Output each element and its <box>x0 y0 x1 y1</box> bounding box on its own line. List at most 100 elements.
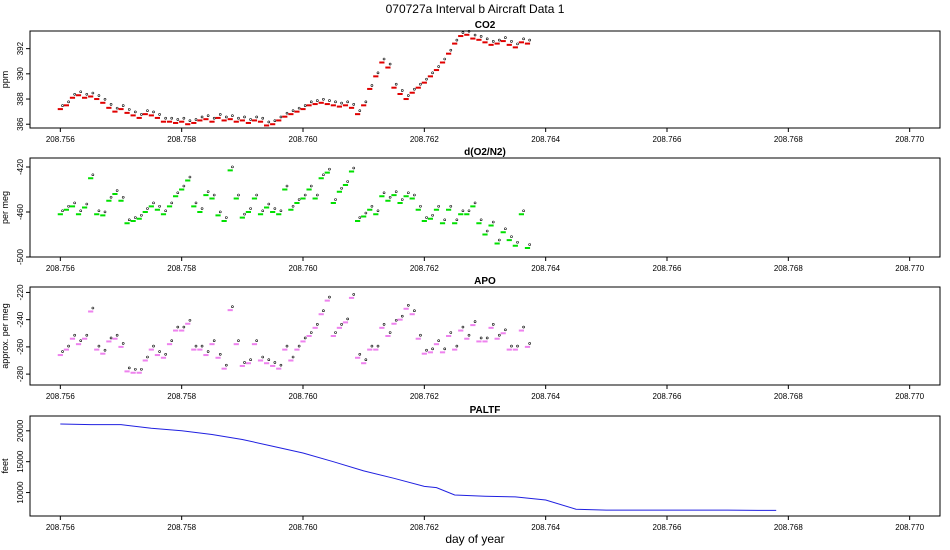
data-point-marker-co2 <box>218 113 222 116</box>
y-tick-label-apo: -240 <box>16 311 25 328</box>
data-point-marker-o2n2 <box>194 201 198 205</box>
data-point-marker-o2n2 <box>212 193 216 197</box>
data-point-marker-apo <box>376 344 380 348</box>
data-point-marker-apo <box>146 355 149 359</box>
y-tick-label-apo: -260 <box>16 338 25 355</box>
y-tick-label-co2: 388 <box>16 92 25 106</box>
data-point-marker-o2n2 <box>443 218 447 222</box>
data-point-marker-apo <box>388 331 392 334</box>
data-point-marker-o2n2 <box>340 186 343 190</box>
data-point-marker-apo <box>261 355 265 359</box>
data-point-marker-apo <box>73 333 76 337</box>
data-point-marker-co2 <box>510 40 513 43</box>
data-point-marker-co2 <box>322 98 325 101</box>
data-point-marker-co2 <box>504 36 507 39</box>
x-tick-label-o2n2: 208.770 <box>895 264 924 273</box>
data-point-marker-apo <box>109 336 113 340</box>
data-point-marker-o2n2 <box>491 220 495 224</box>
x-tick-label-co2: 208.758 <box>167 135 196 144</box>
data-point-marker-apo <box>291 355 295 359</box>
y-tick-label-paltf: 15000 <box>16 450 25 473</box>
x-tick-label-apo: 208.766 <box>653 392 682 401</box>
y-tick-label-o2n2: -420 <box>16 158 25 175</box>
y-tick-label-co2: 390 <box>16 67 25 81</box>
data-point-marker-apo <box>437 339 440 342</box>
data-point-marker-o2n2 <box>91 173 95 177</box>
data-point-marker-apo <box>346 317 349 321</box>
data-point-marker-o2n2 <box>461 209 465 213</box>
data-point-marker-co2 <box>140 113 143 116</box>
x-tick-label-co2: 208.766 <box>653 135 682 144</box>
data-point-marker-apo <box>79 339 83 342</box>
x-tick-label-apo: 208.762 <box>410 392 439 401</box>
data-point-marker-o2n2 <box>188 175 192 179</box>
data-point-marker-co2 <box>273 119 277 123</box>
data-point-marker-co2 <box>243 115 246 119</box>
data-point-marker-o2n2 <box>510 235 513 238</box>
data-point-marker-co2 <box>152 110 155 114</box>
data-point-marker-co2 <box>394 82 398 86</box>
data-point-marker-co2 <box>255 115 258 119</box>
data-point-marker-co2 <box>285 111 289 115</box>
data-point-marker-o2n2 <box>255 193 258 197</box>
x-tick-label-apo: 208.768 <box>774 392 803 401</box>
data-point-marker-apo <box>370 344 374 348</box>
data-point-marker-o2n2 <box>485 229 489 233</box>
figure-title: 070727a Interval b Aircraft Data 1 <box>386 2 565 16</box>
x-tick-label-paltf: 208.760 <box>289 523 318 532</box>
y-tick-label-apo: -220 <box>16 284 25 301</box>
data-point-marker-apo <box>364 358 368 362</box>
data-point-marker-apo <box>152 344 155 348</box>
data-point-marker-o2n2 <box>115 189 119 192</box>
y-tick-label-co2: 386 <box>16 117 25 131</box>
data-point-marker-o2n2 <box>449 204 453 208</box>
data-point-marker-apo <box>231 305 234 308</box>
data-point-marker-apo <box>309 331 313 334</box>
y-tick-label-paltf: 10000 <box>16 481 25 504</box>
data-point-marker-apo <box>206 350 210 353</box>
data-point-marker-o2n2 <box>103 210 107 214</box>
series-line-paltf <box>60 423 777 511</box>
data-point-marker-apo <box>358 352 362 356</box>
x-tick-label-o2n2: 208.756 <box>46 264 75 273</box>
data-point-marker-apo <box>97 344 101 348</box>
data-point-marker-co2 <box>461 31 465 34</box>
data-point-marker-co2 <box>249 118 252 121</box>
data-point-marker-o2n2 <box>249 207 252 210</box>
data-point-marker-o2n2 <box>146 207 149 210</box>
x-tick-label-o2n2: 208.768 <box>774 264 803 273</box>
x-tick-label-co2: 208.760 <box>289 135 318 144</box>
data-point-marker-apo <box>467 333 471 337</box>
data-point-marker-o2n2 <box>504 227 507 231</box>
data-point-marker-co2 <box>364 100 368 104</box>
y-tick-label-o2n2: -500 <box>16 248 25 265</box>
data-point-marker-o2n2 <box>419 204 422 208</box>
data-point-marker-o2n2 <box>388 195 392 199</box>
data-point-marker-apo <box>303 336 307 340</box>
panel-paltf: PALTF feet 208.756 208.758 208.760 208.762 208… <box>0 405 941 532</box>
data-point-marker-o2n2 <box>218 210 222 214</box>
data-point-marker-o2n2 <box>437 204 440 208</box>
data-point-marker-o2n2 <box>528 243 531 246</box>
data-point-marker-o2n2 <box>225 216 228 219</box>
x-tick-label-o2n2: 208.762 <box>410 264 439 273</box>
x-tick-label-o2n2: 208.758 <box>167 264 196 273</box>
data-point-marker-co2 <box>109 103 113 106</box>
data-point-marker-apo <box>382 323 386 326</box>
data-point-marker-co2 <box>73 92 76 96</box>
data-point-marker-apo <box>407 303 410 307</box>
data-point-marker-apo <box>273 361 277 364</box>
panel-title-co2: CO2 <box>475 20 496 31</box>
data-point-marker-apo <box>516 344 519 348</box>
data-point-marker-o2n2 <box>237 193 240 197</box>
data-point-marker-co2 <box>279 115 283 119</box>
data-point-marker-co2 <box>67 100 70 104</box>
panel-title-paltf: PALTF <box>470 405 501 416</box>
data-point-marker-co2 <box>127 108 131 111</box>
data-point-marker-co2 <box>388 62 392 66</box>
data-point-marker-co2 <box>491 40 495 43</box>
data-point-marker-apo <box>400 314 404 318</box>
data-point-marker-o2n2 <box>297 198 301 201</box>
data-point-marker-co2 <box>291 109 295 112</box>
data-point-marker-co2 <box>413 87 416 91</box>
